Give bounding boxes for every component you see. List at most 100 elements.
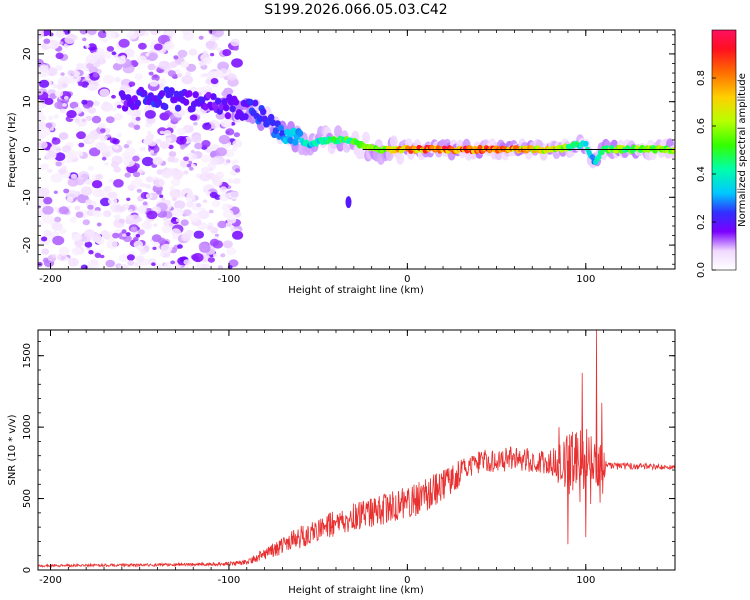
colorbar-ticks: 0.0 0.2 0.4 0.6 0.8	[696, 70, 716, 278]
heatmap-noise-cell	[125, 147, 136, 156]
heatmap-ridge-cell	[296, 129, 304, 137]
heatmap-noise-cell	[88, 147, 101, 157]
heatmap-noise-cell	[208, 209, 214, 214]
heatmap-noise-cell	[146, 210, 158, 220]
heatmap-noise-cell	[163, 41, 175, 51]
snr-y-tick-label: 500	[22, 489, 33, 508]
heatmap-noise-cell	[82, 219, 91, 226]
heatmap-noise-cell	[153, 178, 165, 188]
heatmap-ridge-cell	[174, 104, 182, 112]
colorbar-label: Normalized spectral amplitude	[737, 73, 748, 227]
spectrogram-heatmap	[38, 30, 675, 269]
heatmap-noise-cell	[69, 216, 77, 223]
heatmap-noise-cell	[52, 235, 65, 246]
heatmap-noise-cell	[193, 230, 204, 239]
heatmap-ridge-cell	[589, 154, 596, 160]
heatmap-noise-cell	[111, 94, 116, 99]
heatmap-noise-cell	[96, 47, 105, 55]
colorbar-gradient	[711, 29, 737, 271]
heatmap-noise-cell	[124, 172, 131, 178]
heatmap-noise-cell	[210, 52, 215, 57]
heatmap-noise-cell	[127, 260, 135, 266]
heatmap-noise-cell	[102, 74, 115, 85]
heatmap-noise-cell	[160, 243, 173, 254]
heatmap-noise-cell	[112, 138, 120, 145]
spectrogram-y-tick-label: -10	[22, 189, 33, 205]
heatmap-noise-cell	[112, 107, 117, 112]
heatmap-noise-cell	[148, 52, 159, 60]
heatmap-noise-cell	[39, 64, 49, 72]
heatmap-noise-cell	[177, 244, 183, 249]
heatmap-ridge-cell	[272, 127, 280, 135]
heatmap-noise-cell	[196, 203, 202, 208]
heatmap-noise-cell	[149, 150, 155, 154]
heatmap-noise-cell	[173, 55, 179, 60]
heatmap-noise-cell	[88, 137, 95, 143]
heatmap-noise-cell	[105, 259, 115, 268]
heatmap-noise-cell	[84, 229, 96, 238]
heatmap-noise-cell	[228, 178, 233, 182]
heatmap-noise-cell	[148, 71, 154, 76]
heatmap-noise-cell	[140, 250, 147, 256]
heatmap-noise-cell	[85, 115, 92, 121]
heatmap-noise-cell	[183, 259, 191, 265]
heatmap-noise-cell	[200, 167, 210, 174]
heatmap-noise-cell	[222, 209, 234, 219]
heatmap-noise-cell	[212, 253, 218, 258]
heatmap-noise-cell	[55, 161, 62, 167]
heatmap-noise-cell	[163, 261, 173, 269]
heatmap-noise-cell	[175, 135, 187, 145]
heatmap-noise-cell	[220, 118, 232, 128]
heatmap-noise-cell	[182, 209, 192, 217]
heatmap-noise-cell	[171, 178, 181, 187]
heatmap-noise-cell	[139, 182, 146, 188]
heatmap-noise-cell	[157, 237, 166, 245]
heatmap-noise-cell	[41, 248, 49, 255]
heatmap-noise-cell	[38, 187, 50, 197]
heatmap-noise-cell	[191, 199, 196, 203]
heatmap-noise-cell	[38, 114, 47, 122]
heatmap-noise-cell	[142, 201, 148, 206]
heatmap-noise-cell	[125, 232, 131, 237]
heatmap-noise-cell	[185, 229, 194, 236]
heatmap-noise-cell	[184, 264, 190, 269]
snr-x-tick-label: -200	[39, 575, 62, 586]
heatmap-noise-cell	[76, 150, 84, 157]
heatmap-noise-cell	[87, 107, 97, 114]
heatmap-ridge-cell	[158, 90, 166, 98]
heatmap-noise-cell	[103, 210, 112, 218]
snr-series-line	[38, 330, 675, 569]
heatmap-noise-cell	[126, 254, 135, 261]
heatmap-noise-cell	[171, 228, 181, 237]
heatmap-noise-cell	[191, 163, 196, 168]
heatmap-noise-cell	[105, 145, 113, 151]
spectrogram-y-tick-label: 0	[22, 146, 33, 152]
spectrogram-x-tick-label: -100	[218, 274, 241, 285]
colorbar-tick-label: 0.8	[696, 70, 707, 86]
heatmap-noise-cell	[100, 197, 111, 207]
heatmap-noise-cell	[96, 84, 102, 90]
heatmap-noise-cell	[180, 219, 189, 226]
spectrogram-y-ticks: -20 -10 0 10 20	[22, 34, 675, 265]
heatmap-ridge-cell	[277, 124, 284, 132]
heatmap-noise-cell	[180, 145, 185, 150]
heatmap-noise-cell	[78, 142, 85, 148]
heatmap-noise-cell	[42, 205, 54, 215]
snr-panel: -200 -100 0 100 0 500 1000 1500 Height of stra…	[7, 329, 676, 596]
heatmap-noise-cell	[177, 49, 188, 58]
heatmap-ridge-cell	[221, 98, 228, 106]
heatmap-noise-cell	[54, 152, 66, 162]
heatmap-noise-cell	[71, 74, 81, 83]
heatmap-noise-cell	[167, 156, 175, 163]
heatmap-noise-cell	[183, 156, 189, 162]
heatmap-noise-cell	[198, 242, 210, 251]
heatmap-noise-cell	[38, 30, 45, 40]
colorbar-tick-label: 0.0	[696, 262, 707, 278]
heatmap-noise-cell	[105, 30, 116, 39]
heatmap-noise-cell	[231, 58, 243, 68]
heatmap-noise-cell	[76, 63, 84, 70]
heatmap-noise-cell	[112, 62, 123, 71]
heatmap-noise-cell	[74, 239, 84, 247]
heatmap-noise-cell	[202, 122, 212, 130]
heatmap-noise-cell	[133, 236, 139, 242]
